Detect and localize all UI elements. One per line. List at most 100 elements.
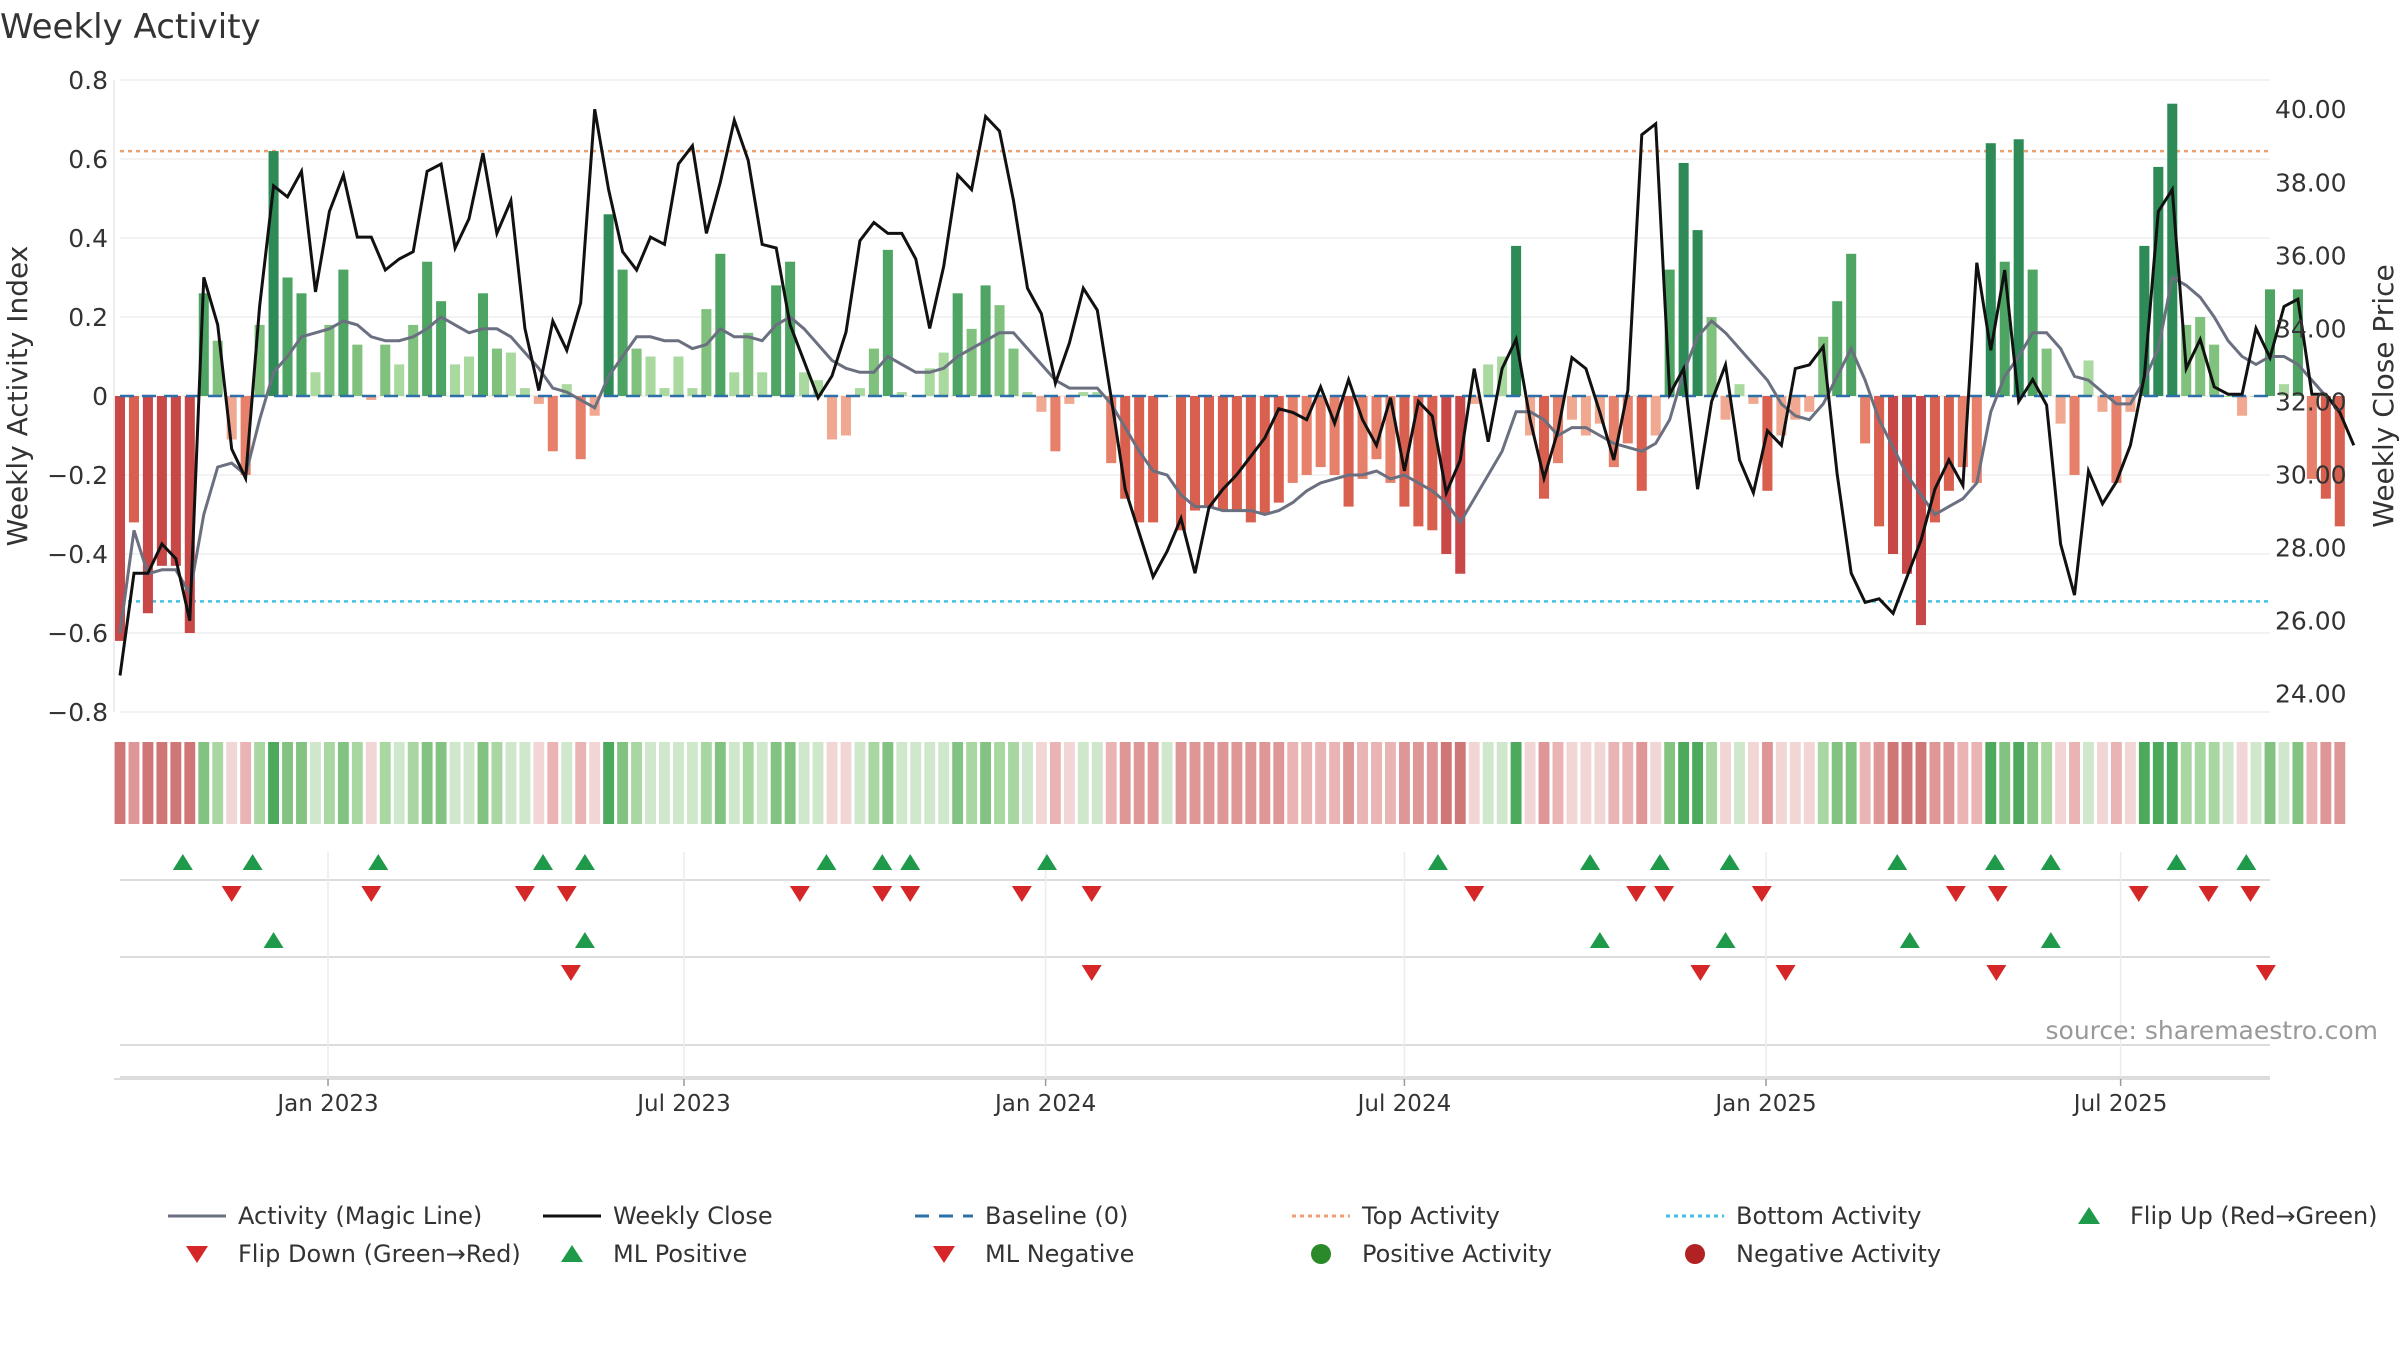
strip-cell: [686, 742, 698, 824]
activity-bar: [631, 348, 642, 396]
activity-bar: [519, 388, 530, 396]
strip-cell: [1887, 742, 1899, 824]
strip-cell: [2152, 742, 2164, 824]
activity-bar: [212, 340, 223, 396]
activity-bar: [645, 356, 656, 396]
right-tick-label: 26.00: [2275, 607, 2347, 636]
strip-cell: [505, 742, 517, 824]
strip-cell: [1817, 742, 1829, 824]
strip-cell: [519, 742, 531, 824]
x-tick-label: Jul 2023: [635, 1091, 731, 1117]
strip-cell: [268, 742, 280, 824]
activity-bar: [2041, 348, 2052, 396]
strip-cell: [924, 742, 936, 824]
activity-bar: [1469, 396, 1480, 404]
strip-cell: [491, 742, 503, 824]
strip-cell: [742, 742, 754, 824]
chart-title: Weekly Activity: [0, 7, 261, 47]
activity-bar: [813, 380, 824, 396]
strip-cell: [1175, 742, 1187, 824]
strip-cell: [980, 742, 992, 824]
activity-bar: [436, 301, 447, 396]
flip-up-marker: [1427, 854, 1448, 870]
activity-bar: [2153, 166, 2164, 396]
strip-cell: [2055, 742, 2067, 824]
strip-cell: [1538, 742, 1550, 824]
flip-down-marker: [2128, 886, 2149, 902]
activity-bar: [2055, 396, 2066, 424]
activity-bar: [659, 388, 670, 396]
strip-cell: [435, 742, 447, 824]
activity-bar: [1371, 396, 1382, 460]
ml-positive-marker: [1715, 932, 1736, 948]
activity-bar: [1427, 396, 1438, 531]
activity-bar: [938, 352, 949, 396]
strip-cell: [840, 742, 852, 824]
activity-bar: [1985, 143, 1996, 396]
strip-cell: [2097, 742, 2108, 824]
strip-cell: [1999, 742, 2011, 824]
flip-up-marker: [2040, 854, 2061, 870]
strip-cell: [142, 742, 154, 824]
activity-bar: [1580, 396, 1591, 436]
flip-down-marker: [1464, 886, 1485, 902]
activity-bar: [2306, 396, 2317, 479]
strip-cell: [296, 742, 307, 824]
activity-bar: [2139, 245, 2150, 396]
activity-bar: [1776, 396, 1787, 436]
strip-cell: [2222, 742, 2234, 824]
activity-bar: [1860, 396, 1871, 444]
right-tick-label: 32.00: [2275, 387, 2347, 416]
activity-bar: [1217, 396, 1228, 511]
strip-cell: [700, 742, 712, 824]
strip-cell: [2180, 742, 2192, 824]
activity-bar: [1036, 396, 1047, 412]
activity-bar: [1399, 396, 1410, 507]
strip-cell: [1357, 742, 1368, 824]
strip-cell: [533, 742, 545, 824]
ml-negative-marker: [1690, 965, 1711, 981]
x-tick-label: Jan 2024: [993, 1091, 1096, 1117]
strip-cell: [1203, 742, 1215, 824]
legend-swatch: [2078, 1207, 2100, 1224]
activity-bar: [226, 396, 237, 440]
legend-item: Bottom Activity: [1666, 1202, 1921, 1230]
activity-bar: [338, 269, 349, 396]
strip-cell: [1720, 742, 1731, 824]
strip-cell: [1454, 742, 1466, 824]
strip-cell: [2041, 742, 2053, 824]
flip-down-marker: [1081, 886, 1102, 902]
legend-item: Activity (Magic Line): [168, 1202, 482, 1230]
strip-cell: [1371, 742, 1382, 824]
strip-cell: [351, 742, 363, 824]
x-tick-label: Jan 2023: [275, 1091, 378, 1117]
strip-cell: [2110, 742, 2122, 824]
strip-cell: [2194, 742, 2206, 824]
source-text: source: sharemaestro.com: [2046, 1016, 2379, 1045]
left-tick-label: −0.4: [47, 540, 108, 569]
legend-item: Flip Down (Green→Red): [186, 1240, 521, 1268]
activity-bar: [1120, 396, 1131, 499]
activity-bar: [1874, 396, 1885, 527]
activity-bar: [1259, 396, 1270, 515]
strip-cell: [617, 742, 629, 824]
activity-bar: [1566, 396, 1577, 420]
activity-bar: [743, 332, 754, 396]
activity-bar: [924, 368, 935, 396]
activity-bar: [854, 388, 865, 396]
activity-bar: [2167, 103, 2178, 396]
left-tick-label: −0.6: [47, 619, 108, 648]
activity-bar: [966, 328, 977, 396]
strip-cell: [1761, 742, 1773, 824]
flip-up-marker: [2166, 854, 2187, 870]
strip-cell: [379, 742, 391, 824]
activity-bar: [1539, 396, 1550, 499]
activity-bar: [1943, 396, 1954, 491]
right-axis: 40.00 38.00 36.00 34.00 32.00 30.00 28.00 26.00…: [2275, 95, 2347, 709]
activity-bar: [896, 392, 907, 396]
activity-bar: [547, 396, 558, 452]
flip-up-marker: [1719, 854, 1740, 870]
flip-down-marker: [900, 886, 921, 902]
flip-up-marker: [574, 854, 595, 870]
activity-bar: [994, 305, 1005, 396]
